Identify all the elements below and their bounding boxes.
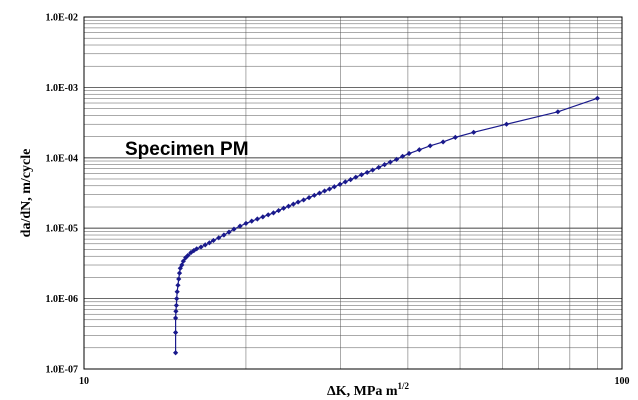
- data-point: [387, 159, 393, 165]
- data-point: [440, 139, 446, 145]
- data-point: [265, 212, 271, 218]
- data-point: [176, 270, 183, 276]
- data-point: [173, 302, 179, 309]
- data-point: [173, 315, 179, 321]
- data-point: [183, 255, 189, 261]
- data-point: [194, 246, 200, 252]
- plot-frame: [83, 16, 623, 370]
- data-points: [173, 95, 600, 356]
- y-tick-labels: 1.0E-07 1.0E-06 1.0E-05 1.0E-04 1.0E-03 1.0E-…: [46, 13, 79, 376]
- data-point: [198, 244, 204, 250]
- data-point: [306, 195, 312, 201]
- data-point: [416, 147, 422, 153]
- data-point: [290, 201, 296, 207]
- data-point: [176, 276, 182, 282]
- data-point: [427, 143, 433, 149]
- data-point: [295, 199, 301, 205]
- data-point: [174, 296, 180, 302]
- data-point: [231, 226, 237, 232]
- data-point: [364, 169, 370, 176]
- data-point: [321, 188, 328, 194]
- data-point: [452, 134, 458, 140]
- data-point: [503, 121, 510, 127]
- data-point: [311, 192, 317, 198]
- data-point: [594, 95, 600, 101]
- y-tick-label: 1.0E-04: [46, 153, 79, 164]
- y-tick-label: 1.0E-05: [46, 224, 79, 235]
- data-point: [348, 177, 354, 183]
- data-point: [358, 172, 365, 178]
- data-point: [174, 289, 180, 295]
- data-point: [221, 232, 227, 238]
- x-tick-label: 10: [79, 376, 89, 387]
- data-point: [202, 242, 208, 248]
- y-tick-label: 1.0E-03: [46, 83, 79, 94]
- data-point: [173, 329, 179, 336]
- data-point: [276, 207, 282, 214]
- data-point: [316, 190, 323, 196]
- y-axis-title: da/dN, m/cycle: [19, 149, 34, 238]
- x-axis-title-main: ΔK, MPa m: [327, 384, 398, 399]
- data-point: [206, 240, 212, 246]
- data-point: [381, 162, 388, 168]
- data-point: [173, 308, 179, 314]
- data-point: [331, 184, 337, 190]
- data-point: [260, 214, 266, 220]
- data-point: [281, 205, 287, 211]
- data-point: [226, 229, 232, 235]
- data-point: [393, 156, 400, 162]
- data-point: [185, 252, 191, 259]
- data-point: [180, 258, 186, 264]
- data-point: [237, 223, 243, 229]
- data-point: [270, 210, 277, 216]
- data-point: [285, 203, 292, 209]
- data-point: [301, 197, 307, 203]
- x-axis-title: ΔK, MPa m1/2: [327, 381, 410, 399]
- data-point: [471, 129, 477, 135]
- data-point: [399, 153, 406, 159]
- data-point: [337, 181, 343, 187]
- plot-area: [84, 17, 622, 369]
- x-axis-title-superscript: 1/2: [398, 381, 410, 391]
- data-point: [175, 282, 181, 288]
- data-point: [173, 350, 179, 356]
- data-point: [406, 150, 412, 157]
- data-point: [177, 265, 183, 271]
- data-point: [370, 167, 376, 173]
- data-point: [179, 262, 185, 268]
- data-point: [216, 235, 222, 241]
- y-tick-label: 1.0E-06: [46, 294, 79, 305]
- data-point: [326, 186, 333, 192]
- x-tick-labels: 10 100: [79, 376, 630, 387]
- data-point: [353, 174, 359, 180]
- data-point: [376, 164, 382, 171]
- data-point: [210, 237, 217, 244]
- x-tick-label: 100: [615, 376, 630, 387]
- annotation-text: Specimen PM: [125, 139, 249, 160]
- y-tick-label: 1.0E-02: [46, 13, 79, 24]
- data-point: [254, 216, 260, 222]
- data-point: [555, 109, 561, 115]
- y-tick-label: 1.0E-07: [46, 365, 79, 376]
- data-point: [342, 179, 348, 185]
- data-point: [243, 220, 249, 226]
- data-point: [249, 218, 255, 224]
